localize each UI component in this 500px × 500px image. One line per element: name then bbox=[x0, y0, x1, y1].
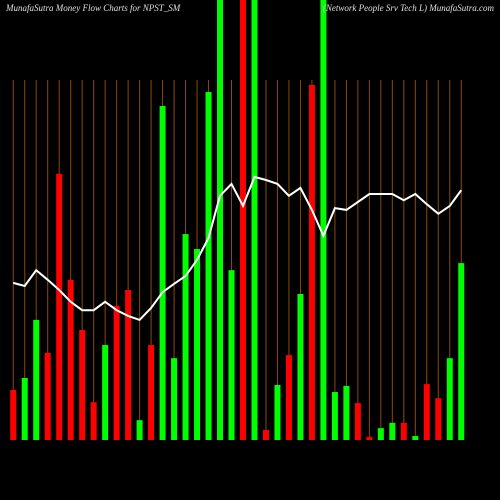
bar bbox=[159, 106, 166, 440]
bar bbox=[366, 436, 373, 440]
bar bbox=[205, 91, 212, 441]
bar bbox=[377, 428, 384, 440]
bar bbox=[285, 355, 292, 440]
bar bbox=[125, 289, 132, 440]
bar bbox=[194, 249, 201, 440]
bar bbox=[79, 330, 86, 440]
bar bbox=[274, 385, 281, 440]
bar bbox=[33, 319, 40, 440]
bar bbox=[136, 420, 143, 440]
bar bbox=[56, 173, 63, 441]
bar bbox=[389, 422, 396, 440]
bar bbox=[446, 358, 453, 440]
bar bbox=[90, 402, 97, 440]
bars bbox=[10, 0, 465, 441]
bar bbox=[113, 305, 120, 440]
bar bbox=[228, 270, 235, 440]
bar bbox=[21, 377, 28, 440]
bar bbox=[102, 344, 109, 440]
money-flow-line bbox=[12, 175, 463, 322]
bar bbox=[400, 422, 407, 440]
bar bbox=[239, 0, 246, 440]
bar bbox=[217, 0, 224, 440]
bar bbox=[412, 436, 419, 440]
bar bbox=[331, 392, 338, 440]
bar bbox=[67, 279, 74, 440]
bar bbox=[182, 234, 189, 440]
bar bbox=[297, 293, 304, 440]
chart-subtitle: (Network People Srv Tech L) MunafaSutra.… bbox=[323, 3, 495, 13]
bar bbox=[251, 0, 258, 440]
bar bbox=[148, 344, 155, 440]
bar bbox=[343, 385, 350, 440]
bar bbox=[435, 398, 442, 440]
bar bbox=[423, 384, 430, 440]
chart-title: MunafaSutra Money Flow Charts for NPST_S… bbox=[5, 3, 181, 13]
bar bbox=[44, 352, 51, 440]
bar bbox=[10, 389, 17, 440]
bar bbox=[308, 84, 315, 441]
bar bbox=[171, 358, 178, 440]
bar bbox=[458, 263, 465, 440]
bar bbox=[354, 403, 361, 440]
bar bbox=[320, 0, 327, 440]
bar bbox=[262, 429, 269, 440]
